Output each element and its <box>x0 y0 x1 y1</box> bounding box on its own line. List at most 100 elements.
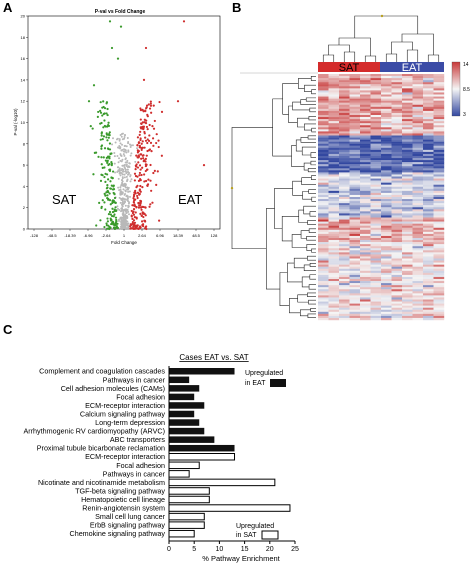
volcano-point-ns <box>127 222 130 225</box>
heatmap-cell <box>349 233 361 237</box>
heatmap-cell <box>433 223 445 226</box>
heatmap-cell <box>433 104 445 107</box>
heatmap-cell <box>402 225 413 228</box>
heatmap-cell <box>328 160 340 163</box>
volcano-point-sat <box>106 217 109 220</box>
heatmap-cell <box>381 164 392 167</box>
heatmap-cell <box>412 84 424 87</box>
volcano-point-eat <box>152 127 156 130</box>
volcano-point-eat <box>139 206 143 209</box>
heatmap-cell <box>381 160 392 163</box>
heatmap-cell <box>412 166 424 169</box>
volcano-point-eat <box>143 173 146 176</box>
volcano-point-eat <box>139 107 142 110</box>
volcano-point-eat <box>131 217 134 220</box>
heatmap-cell <box>328 274 340 278</box>
row-dendrogram-branch <box>308 228 316 233</box>
heatmap-cell <box>412 262 424 265</box>
heatmap-cell <box>381 192 392 196</box>
volcano-point-ns <box>118 145 121 148</box>
bar-sat <box>168 504 291 512</box>
heatmap-cell <box>391 168 403 171</box>
heatmap-cell <box>339 272 350 276</box>
heatmap-cell <box>349 104 361 107</box>
heatmap-cell <box>328 240 340 243</box>
heatmap-cell <box>328 184 340 187</box>
heatmap-cell <box>402 305 413 308</box>
volcano-point-ns <box>129 180 132 183</box>
heatmap-cell <box>402 135 413 138</box>
heatmap-cell <box>391 131 403 134</box>
heatmap-cell <box>370 137 382 140</box>
volcano-point-ns <box>116 171 119 174</box>
heatmap-cell <box>423 94 434 97</box>
volcano-point-ns <box>121 226 124 229</box>
heatmap-cell <box>318 197 329 200</box>
heatmap-cell <box>349 145 361 148</box>
heatmap-cell <box>339 285 350 288</box>
volcano-point-eat <box>139 184 142 188</box>
heatmap-cell <box>423 84 434 87</box>
column-dendrogram <box>322 14 440 62</box>
heatmap-cell <box>433 231 445 235</box>
heatmap-cell <box>339 262 350 265</box>
heatmap-cell <box>370 182 382 185</box>
heatmap-cell <box>360 151 371 155</box>
heatmap-cell <box>391 145 403 148</box>
heatmap-cell <box>391 258 403 261</box>
heatmap-cell <box>433 74 445 77</box>
heatmap-cell <box>318 80 329 83</box>
heatmap-cell <box>318 74 329 77</box>
volcano-point-sat <box>105 187 108 190</box>
heatmap-cell <box>328 123 340 126</box>
volcano-x-tick-label: 2.64 <box>138 233 147 238</box>
heatmap-cell <box>381 287 392 290</box>
heatmap-cell <box>339 100 350 103</box>
heatmap-cell <box>349 108 361 112</box>
volcano-point-ns <box>121 173 124 176</box>
heatmap-cell <box>328 289 340 292</box>
heatmap-cell <box>433 98 445 101</box>
heatmap-cell <box>412 135 424 138</box>
row-dendrogram-branch <box>292 180 303 196</box>
heatmap-cell <box>412 197 424 200</box>
heatmap-cell <box>328 209 340 212</box>
heatmap-cell <box>412 260 424 263</box>
heatmap-cell <box>433 168 445 171</box>
volcano-point-ns <box>124 192 127 195</box>
heatmap-cell <box>339 190 350 194</box>
volcano-point-ns <box>119 188 122 191</box>
heatmap-cell <box>412 164 424 167</box>
heatmap-cell <box>349 303 361 306</box>
heatmap-cell <box>339 147 350 151</box>
heatmap-cell <box>412 143 424 146</box>
heatmap-cell <box>381 112 392 116</box>
volcano-point-ns <box>136 147 139 150</box>
heatmap-cell <box>423 305 434 308</box>
heatmap-cell <box>402 94 413 97</box>
heatmap-cell <box>381 311 392 315</box>
heatmap-cell <box>360 121 371 124</box>
heatmap-cell <box>370 289 382 292</box>
heatmap-cell <box>402 244 413 247</box>
heatmap-cell <box>339 219 350 222</box>
heatmap-cell <box>349 112 361 116</box>
heatmap-cell <box>349 123 361 126</box>
heatmap-cell <box>391 86 403 89</box>
volcano-point-eat <box>143 118 146 121</box>
heatmap-cell <box>423 281 434 284</box>
heatmap-cell <box>318 254 329 257</box>
volcano-point-sat <box>106 220 109 223</box>
volcano-point-sat <box>108 210 112 214</box>
volcano-point-ns <box>124 210 127 213</box>
volcano-point-eat <box>144 206 147 209</box>
heatmap-cell <box>370 115 382 118</box>
heatmap-cell <box>349 178 361 181</box>
heatmap-cell <box>328 78 340 81</box>
heatmap-cell <box>339 258 350 261</box>
heatmap-cell <box>360 260 371 263</box>
heatmap-cell <box>318 117 329 120</box>
heatmap-cell <box>349 184 361 187</box>
heatmap-cell <box>328 311 340 315</box>
heatmap-cell <box>349 125 361 128</box>
